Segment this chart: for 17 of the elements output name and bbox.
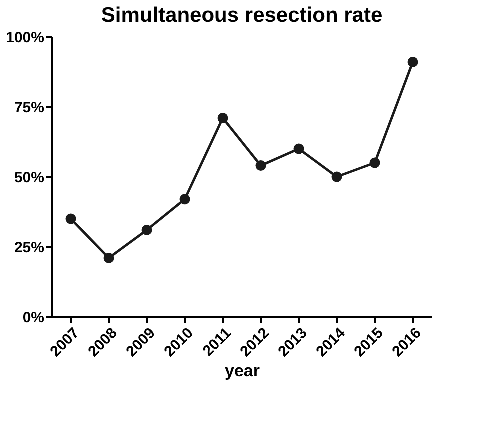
x-axis-title: year	[225, 362, 260, 381]
y-tick-label: 50%	[14, 170, 44, 186]
point	[294, 144, 304, 154]
point	[332, 172, 342, 182]
point	[180, 194, 190, 205]
point	[66, 214, 76, 224]
point	[104, 252, 114, 264]
chart-title: Simultaneous resection rate	[101, 4, 383, 27]
point	[256, 160, 266, 172]
point	[218, 112, 228, 124]
y-tick-label: 100%	[6, 30, 44, 46]
point	[142, 224, 152, 236]
point	[408, 56, 418, 68]
point	[370, 158, 380, 168]
y-tick-label: 75%	[14, 100, 44, 116]
y-tick-label: 25%	[14, 240, 44, 256]
y-tick-label: 0%	[22, 310, 44, 326]
